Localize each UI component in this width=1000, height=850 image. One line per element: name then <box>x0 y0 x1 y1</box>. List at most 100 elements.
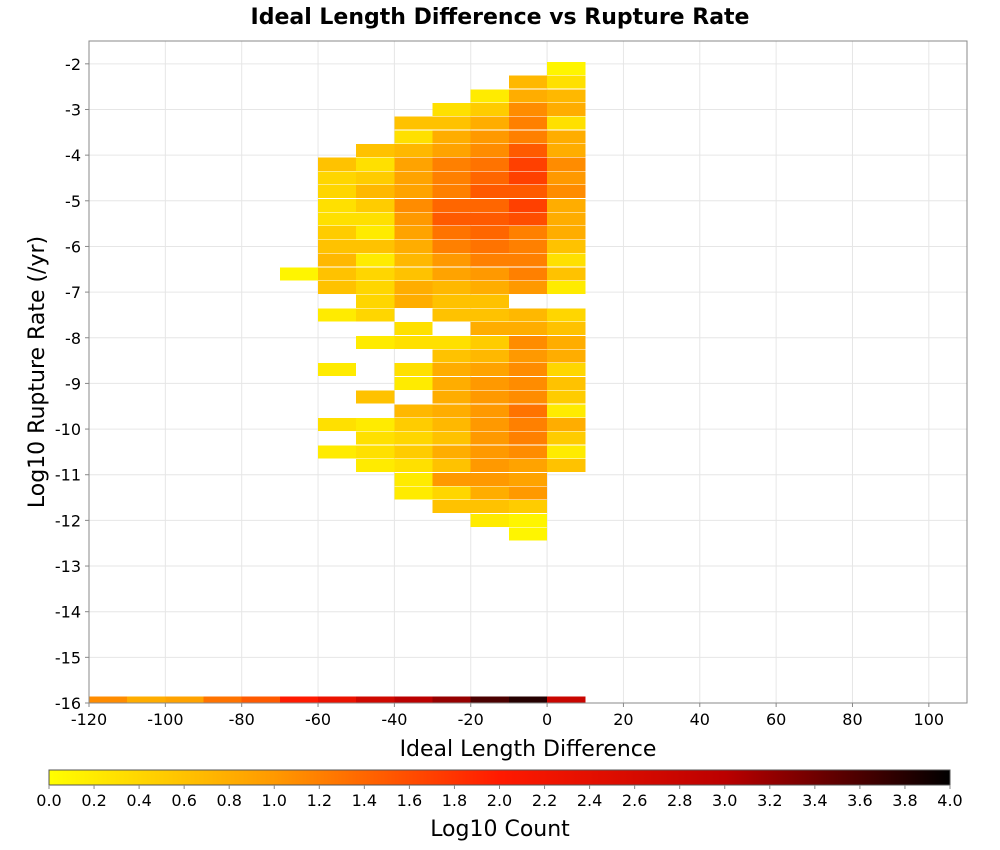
heatmap-cell <box>394 294 433 308</box>
heatmap-cell <box>470 349 509 363</box>
heatmap-cell-bottom-row <box>89 696 128 703</box>
y-tick-label: -7 <box>65 283 81 302</box>
heatmap-cell <box>318 239 357 253</box>
heatmap-cell <box>470 376 509 390</box>
heatmap-cell <box>508 185 548 199</box>
heatmap-cell <box>432 212 471 226</box>
heatmap-cell <box>318 212 357 226</box>
heatmap-cell <box>394 130 433 144</box>
heatmap-cell <box>432 185 471 199</box>
heatmap-cell <box>547 130 586 144</box>
heatmap-cell <box>394 376 433 390</box>
colorbar-tick-label: 0.4 <box>126 791 151 810</box>
heatmap-cell <box>394 431 433 445</box>
colorbar-tick-label: 3.2 <box>757 791 782 810</box>
y-tick-label: -12 <box>55 511 81 530</box>
heatmap-cell <box>547 102 586 117</box>
heatmap-cell <box>394 226 433 240</box>
heatmap-cell <box>508 116 548 130</box>
chart-title: Ideal Length Difference vs Rupture Rate <box>251 5 750 30</box>
heatmap-cell-bottom-row <box>394 696 433 703</box>
heatmap-cell <box>432 239 471 253</box>
y-tick-label: -9 <box>65 374 81 393</box>
heatmap-cell <box>394 144 433 158</box>
heatmap-cell <box>432 363 471 377</box>
heatmap-cells <box>89 61 586 703</box>
heatmap-cell <box>432 253 471 267</box>
heatmap-cell <box>470 445 509 459</box>
heatmap-cell <box>508 322 548 336</box>
heatmap-cell <box>508 363 548 377</box>
heatmap-cell <box>394 171 433 185</box>
x-tick-label: -100 <box>147 710 183 729</box>
heatmap-cell <box>318 157 357 171</box>
heatmap-cell-bottom-row <box>470 696 509 703</box>
heatmap-cell <box>279 267 319 281</box>
heatmap-cell <box>318 417 357 432</box>
y-tick-label: -11 <box>55 466 81 485</box>
heatmap-cell <box>318 281 357 295</box>
heatmap-cell <box>356 171 395 185</box>
heatmap-cell <box>356 239 395 253</box>
heatmap-cell <box>432 500 471 514</box>
heatmap-cell <box>470 363 509 377</box>
heatmap-cell <box>508 171 548 185</box>
heatmap-cell <box>394 253 433 267</box>
heatmap-cell <box>394 445 433 459</box>
x-tick-label: 80 <box>842 710 862 729</box>
heatmap-cell-bottom-row <box>203 696 242 703</box>
heatmap-cell <box>470 513 509 527</box>
colorbar-tick-label: 0.2 <box>81 791 106 810</box>
heatmap-cell <box>394 486 433 500</box>
heatmap-cell <box>470 459 509 473</box>
heatmap-cell <box>547 322 586 336</box>
heatmap-cell <box>470 267 509 281</box>
heatmap-cell-bottom-row <box>432 696 471 703</box>
heatmap-cell <box>470 390 509 404</box>
colorbar-tick-label: 1.2 <box>307 791 332 810</box>
heatmap-cell <box>547 116 586 130</box>
heatmap-cell <box>394 198 433 212</box>
heatmap-cell <box>432 281 471 295</box>
heatmap-cell <box>394 322 433 336</box>
heatmap-cell-bottom-row <box>165 696 204 703</box>
heatmap-cell <box>432 472 471 486</box>
heatmap-cell <box>356 335 395 349</box>
y-tick-label: -5 <box>65 192 81 211</box>
heatmap-cell <box>508 253 548 267</box>
colorbar-tick-label: 2.8 <box>667 791 692 810</box>
colorbar-tick-label: 3.6 <box>847 791 872 810</box>
heatmap-cell <box>470 239 509 253</box>
heatmap-cell <box>432 294 471 308</box>
heatmap-cell <box>318 363 357 377</box>
colorbar-tick-label: 2.0 <box>487 791 512 810</box>
heatmap-cell <box>394 472 433 486</box>
heatmap-cell <box>508 431 548 445</box>
heatmap-cell <box>547 390 586 404</box>
heatmap-cell <box>470 472 509 486</box>
colorbar-tick-label: 1.6 <box>397 791 422 810</box>
colorbar-tick-label: 0.8 <box>216 791 241 810</box>
heatmap-cell <box>394 212 433 226</box>
heatmap-cell <box>432 349 471 363</box>
heatmap-cell <box>432 335 471 349</box>
heatmap-cell <box>508 308 548 322</box>
colorbar-ticks: 0.0 0.2 0.4 0.6 0.8 1.0 1.2 1.4 1.6 1.8 2.0 2.2 2.4 2… <box>36 785 963 810</box>
heatmap-cell <box>356 267 395 281</box>
heatmap-cell <box>432 171 471 185</box>
colorbar-tick-label: 1.0 <box>262 791 287 810</box>
x-tick-label: 60 <box>766 710 786 729</box>
heatmap-cell <box>394 267 433 281</box>
heatmap-cell <box>470 294 509 308</box>
heatmap-cell <box>432 226 471 240</box>
heatmap-cell <box>318 253 357 267</box>
heatmap-cell <box>508 459 548 473</box>
heatmap-cell <box>470 157 509 171</box>
heatmap-cell <box>394 239 433 253</box>
heatmap-cell <box>547 212 586 226</box>
heatmap-cell <box>508 281 548 295</box>
heatmap-cell <box>547 89 586 103</box>
heatmap-cell <box>318 308 357 322</box>
heatmap-cell <box>470 404 509 418</box>
colorbar-tick-label: 1.8 <box>442 791 467 810</box>
